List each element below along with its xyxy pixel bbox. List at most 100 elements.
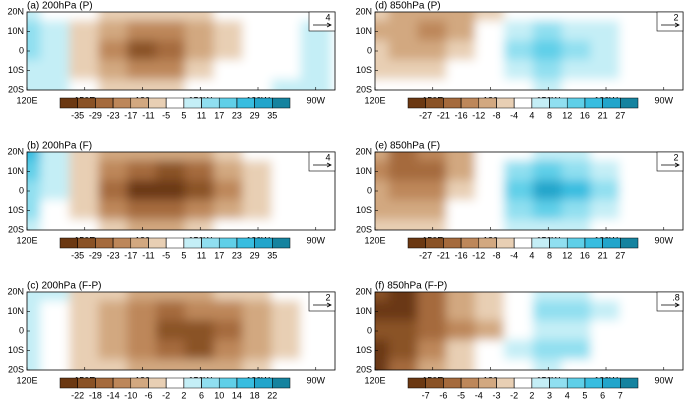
- field-cell: [271, 20, 303, 43]
- field-cell: [271, 320, 303, 342]
- field-cell: [388, 320, 420, 342]
- colorbar-swatch: [95, 97, 114, 109]
- field-cell: [127, 12, 158, 23]
- x-tick-label: 120E: [364, 235, 385, 245]
- field-cell: [475, 40, 506, 62]
- field-cell: [213, 40, 245, 62]
- field-cell: [40, 292, 72, 303]
- colorbar-swatch: [59, 377, 78, 389]
- colorbar-swatch: [148, 377, 167, 389]
- field-cell: [561, 339, 593, 362]
- field-cell: [184, 219, 216, 230]
- field-cell: [69, 219, 101, 230]
- field-cell: [27, 292, 43, 303]
- field-cell: [532, 339, 564, 362]
- colorbar-swatch: [531, 377, 550, 389]
- field-cell: [242, 12, 274, 23]
- y-tick-label: 0: [367, 185, 372, 195]
- field-cell: [40, 219, 72, 230]
- field-cell: [242, 160, 274, 183]
- field-cell: [69, 320, 101, 342]
- y-tick-label: 0: [367, 325, 372, 335]
- y-tick-label: 0: [367, 45, 372, 55]
- colorbar-swatch: [254, 237, 273, 249]
- field-cell: [155, 339, 187, 362]
- colorbar-label: 29: [250, 250, 260, 260]
- colorbar-label: -21: [437, 250, 450, 260]
- field-cell: [446, 40, 478, 62]
- field-cell: [375, 79, 391, 90]
- field-cell: [155, 40, 187, 62]
- field-cell: [213, 339, 245, 362]
- field-cell: [127, 20, 158, 43]
- colorbar-label: 8: [547, 250, 552, 260]
- panel: (c) 200hPa (F-P)20N10N010S20S120E150E180…: [7, 281, 336, 400]
- y-tick-label: 10N: [355, 166, 372, 176]
- colorbar-swatch: [602, 97, 621, 109]
- colorbar-swatch: [460, 377, 480, 389]
- field-cell: [242, 59, 274, 82]
- x-tick-label: 90W: [306, 95, 325, 105]
- field-cell: [127, 359, 158, 370]
- colorbar-swatch: [549, 377, 568, 389]
- colorbar-swatch: [407, 97, 426, 109]
- colorbar-swatch: [218, 377, 238, 389]
- field-cell: [127, 59, 158, 82]
- field-cell: [590, 40, 622, 62]
- field-cell: [184, 152, 216, 163]
- colorbar-label: 27: [615, 250, 625, 260]
- field-cell: [375, 219, 391, 230]
- reference-vector-box: [308, 151, 336, 172]
- field-cell: [388, 152, 420, 163]
- colorbar-label: -6: [144, 390, 152, 400]
- reference-vector-arrow: [313, 22, 332, 28]
- field-cell: [388, 292, 420, 303]
- field-cell: [184, 339, 216, 362]
- field-cell: [271, 160, 303, 183]
- colorbar-label: 3: [547, 390, 552, 400]
- field-cell: [417, 152, 449, 163]
- field-cell: [446, 219, 478, 230]
- field-cell: [475, 59, 506, 82]
- reference-vector-label: 4: [325, 152, 330, 162]
- field-cell: [561, 152, 593, 163]
- field-cell: [98, 40, 130, 62]
- field-cell: [40, 320, 72, 342]
- reference-vector-arrow: [661, 22, 680, 28]
- field-cell: [446, 152, 478, 163]
- field-cell: [388, 12, 420, 23]
- field-cell: [69, 359, 101, 370]
- field-cell: [590, 292, 622, 303]
- field-cell: [388, 59, 420, 82]
- x-tick-label: 90W: [306, 235, 325, 245]
- field-cell: [98, 20, 130, 43]
- field-cell: [69, 152, 101, 163]
- field-cell: [242, 20, 274, 43]
- field-cell: [27, 152, 43, 163]
- field-cell: [446, 20, 478, 43]
- colorbar-label: 7: [618, 390, 623, 400]
- colorbar-label: -10: [124, 390, 137, 400]
- field-cell: [242, 292, 274, 303]
- field-cell: [98, 152, 130, 163]
- colorbar-label: -4: [510, 250, 518, 260]
- colorbar-swatch: [443, 237, 462, 249]
- colorbar-swatch: [531, 97, 550, 109]
- field-cell: [242, 320, 274, 342]
- colorbar-label: 17: [214, 110, 224, 120]
- colorbar-swatch: [236, 237, 255, 249]
- colorbar-label: -11: [142, 250, 154, 260]
- colorbar-swatch: [130, 377, 149, 389]
- y-tick-label: 20N: [7, 286, 24, 296]
- field-cell: [27, 160, 43, 183]
- field-cell: [561, 320, 593, 342]
- field-cell: [69, 20, 101, 43]
- colorbar-label: -12: [472, 110, 485, 120]
- colorbar-swatch: [183, 97, 202, 109]
- field-cell: [475, 300, 506, 323]
- colorbar-label: -4: [510, 110, 518, 120]
- field-cell: [213, 199, 245, 222]
- colorbar-label: -8: [492, 110, 500, 120]
- field-cell: [446, 59, 478, 82]
- colorbar-label: 16: [580, 250, 590, 260]
